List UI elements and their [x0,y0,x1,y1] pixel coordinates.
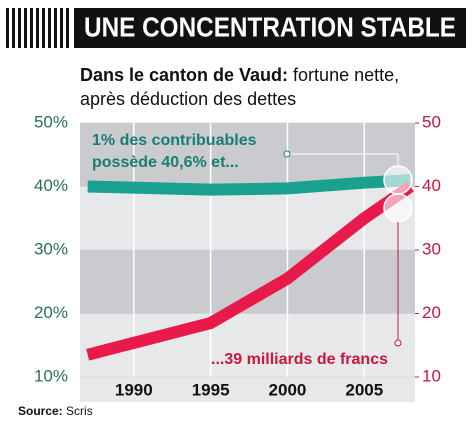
source-text: Scris [66,404,93,418]
leader-dot [283,150,291,158]
y2-tick-label: 20 [422,303,441,322]
title-banner [74,8,466,48]
y-tick-label: 30% [34,239,68,258]
annotation: possède 40,6% et... [92,154,239,171]
y2-tick-label: 10 [422,366,441,385]
highlight [383,165,413,195]
subtitle-line: après déduction des dettes [80,89,296,109]
x-tick-label: 1990 [115,380,153,399]
source: Source: Scris [18,404,93,418]
source-label: Source: [18,404,63,418]
stripes [6,8,69,48]
x-tick-label: 1995 [192,380,230,399]
annotation: 1% des contribuables [92,132,257,149]
series-line [87,174,411,196]
y2-tick-label: 30 [422,239,441,258]
y2-tick-label: 40 [422,176,441,195]
subtitle-bold: Dans le canton de Vaud: [80,65,288,85]
y-tick-label: 50% [34,112,68,131]
y-tick-label: 40% [34,176,68,195]
y-tick-label: 10% [34,366,68,385]
y2-tick-label: 50 [422,112,441,131]
x-tick-label: 2000 [269,380,307,399]
chart-title: UNE CONCENTRATION STABLE [84,11,456,42]
annotation: ...39 milliards de francs [211,351,388,368]
y-tick-label: 20% [34,303,68,322]
subtitle: Dans le canton de Vaud: fortune nette, [80,65,399,85]
x-tick-label: 2005 [345,380,383,399]
series-line [86,181,414,361]
leader-dot [394,339,402,347]
highlight [383,193,413,223]
grid-band [80,123,415,187]
subtitle-rest: fortune nette, [288,65,399,85]
plot: 10% 20% 30% 40% 50% 10 20 30 40 50 1990 1995 2000 200… [34,112,441,399]
